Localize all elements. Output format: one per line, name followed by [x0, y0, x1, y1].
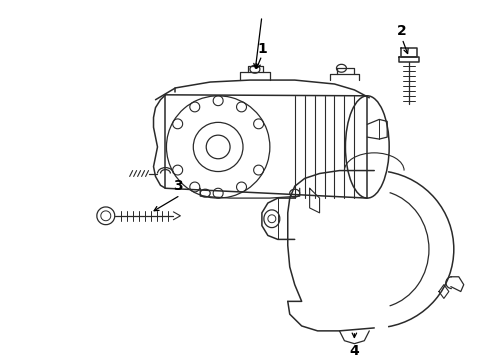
Text: 1: 1 [257, 42, 267, 55]
Text: 4: 4 [349, 343, 359, 357]
Text: 2: 2 [397, 24, 407, 38]
Text: 3: 3 [173, 179, 183, 193]
